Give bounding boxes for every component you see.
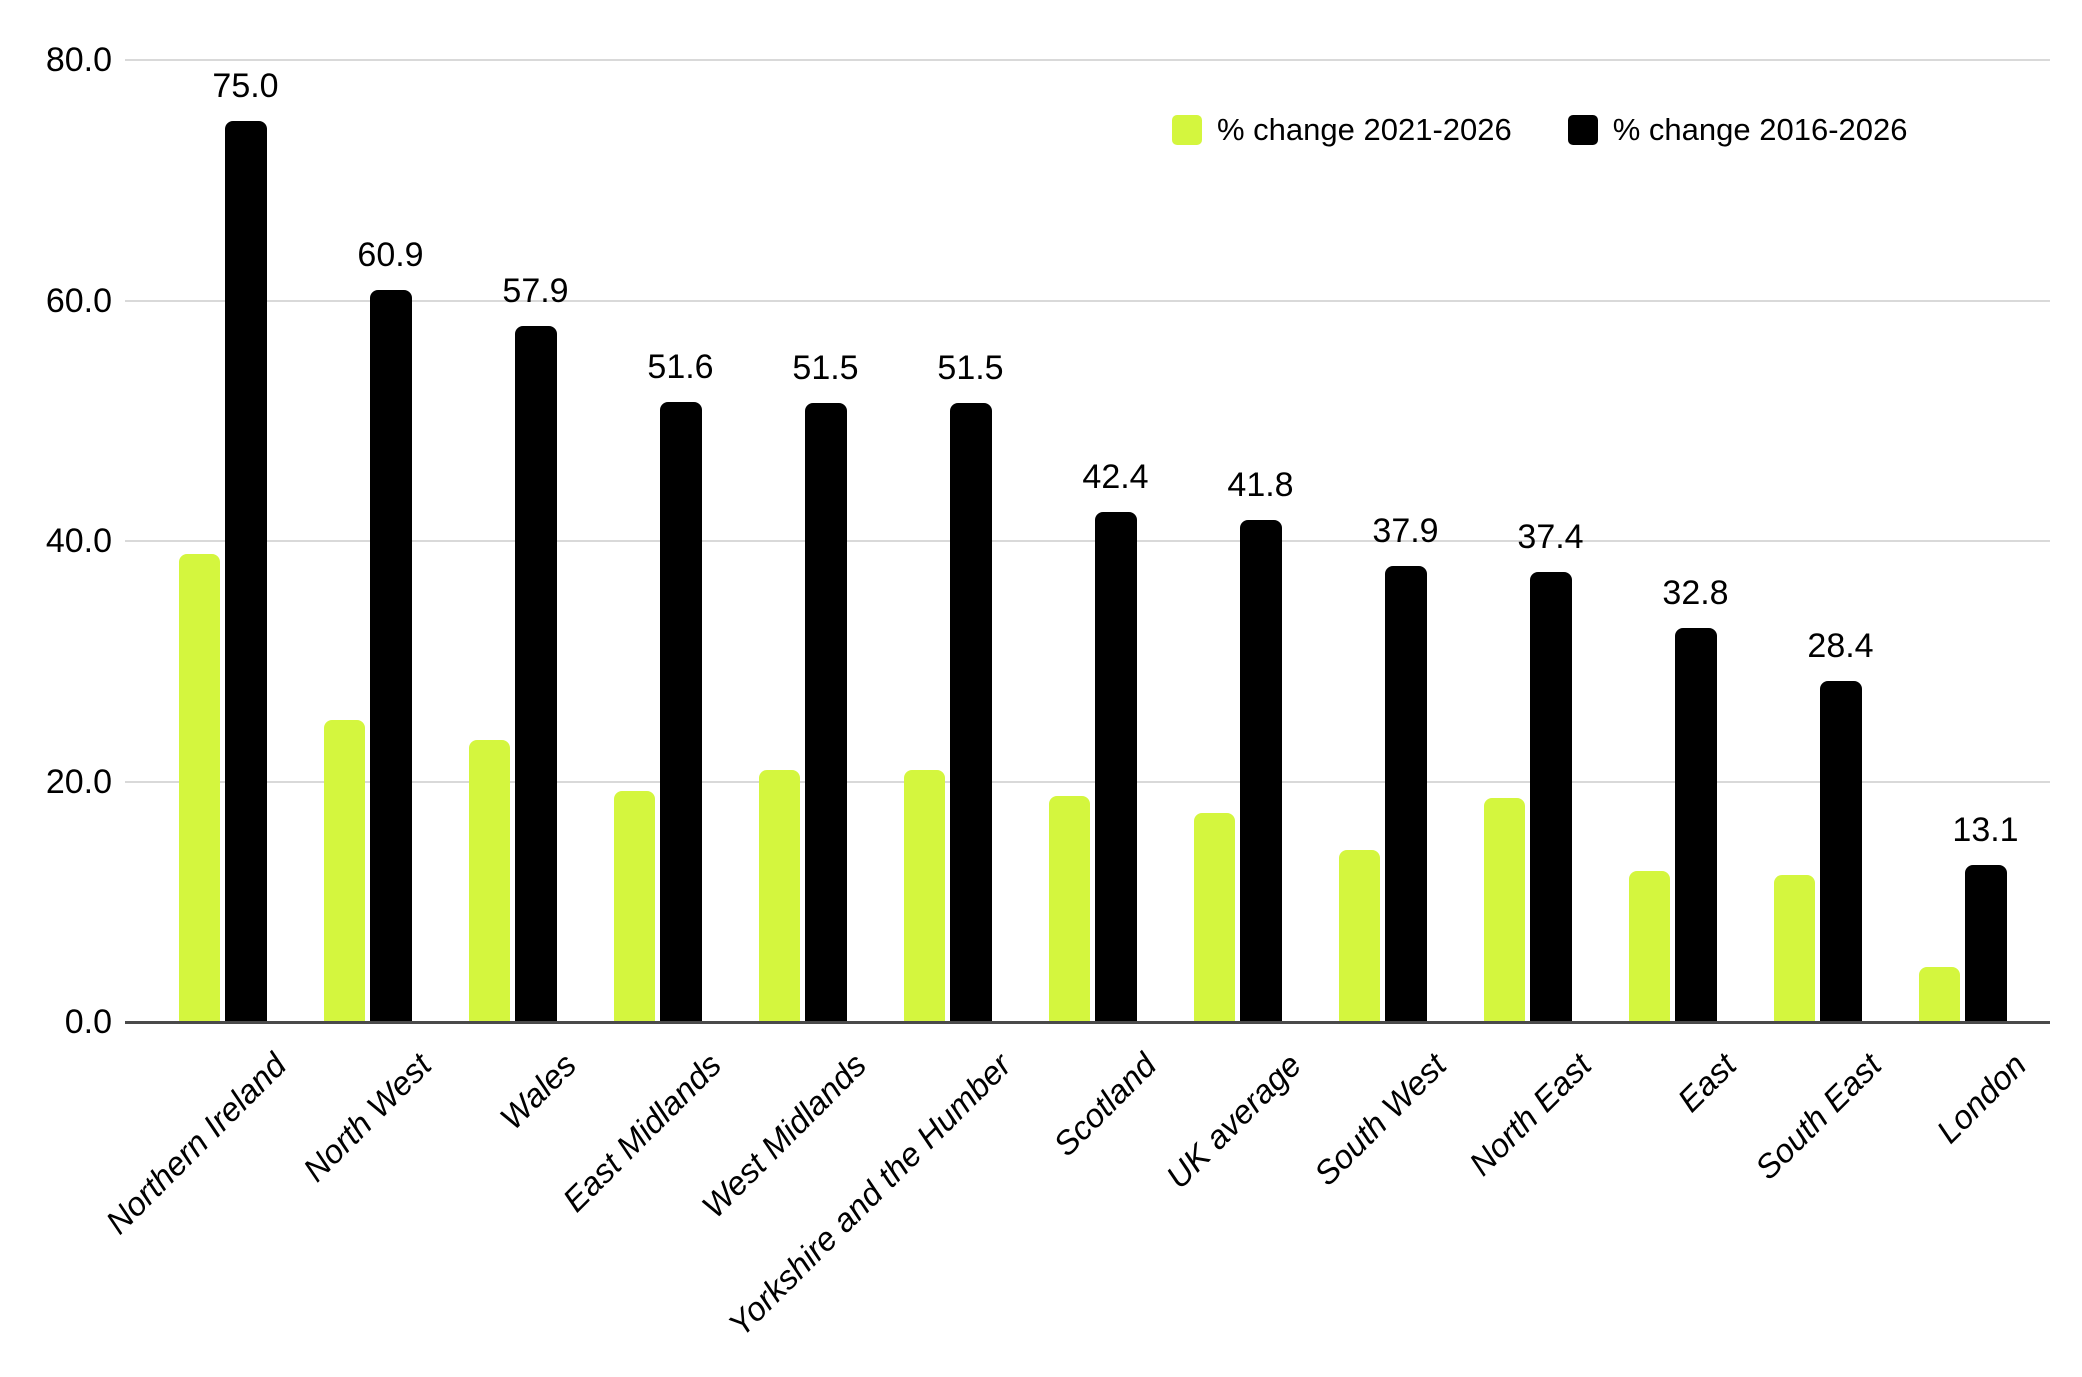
- legend-item-2016-2026: % change 2016-2026: [1567, 112, 1908, 148]
- bar-2016-2026-south-east: [1819, 680, 1862, 1022]
- bar-2016-2026-east: [1674, 627, 1717, 1022]
- x-category-label-yorkshire-and-the-humber: Yorkshire and the Humber: [720, 1046, 1019, 1344]
- bar-2016-2026-east-midlands: [659, 401, 702, 1022]
- legend-swatch-green: [1172, 115, 1202, 145]
- x-category-label-scotland: Scotland: [1046, 1046, 1164, 1163]
- x-category-label-west-midlands: West Midlands: [694, 1046, 874, 1225]
- bar-value-label: 51.6: [647, 347, 714, 386]
- bar-2021-2026-south-west: [1338, 850, 1380, 1022]
- bar-value-label: 13.1: [1952, 810, 2019, 849]
- bar-value-label: 37.4: [1517, 518, 1584, 557]
- bar-2021-2026-south-east: [1773, 875, 1815, 1022]
- bar-2016-2026-north-east: [1529, 572, 1572, 1022]
- bar-2016-2026-wales: [514, 326, 557, 1022]
- gridline: [125, 299, 2050, 302]
- bar-2016-2026-south-west: [1384, 566, 1427, 1022]
- y-tick-label: 0.0: [64, 1003, 112, 1041]
- x-category-label-uk-average: UK average: [1158, 1046, 1309, 1196]
- x-category-label-south-west: South West: [1306, 1046, 1454, 1193]
- y-tick-label: 20.0: [45, 762, 112, 801]
- bar-2016-2026-london: [1964, 864, 2007, 1022]
- bar-2016-2026-west-midlands: [804, 402, 847, 1022]
- y-tick-label: 80.0: [45, 41, 112, 80]
- bar-value-label: 51.5: [792, 348, 859, 387]
- bar-value-label: 75.0: [212, 66, 279, 105]
- bar-2021-2026-uk-average: [1193, 812, 1235, 1022]
- x-category-label-london: London: [1929, 1046, 2034, 1151]
- gridline: [125, 540, 2050, 543]
- bar-value-label: 28.4: [1807, 626, 1874, 665]
- legend-swatch-black: [1567, 115, 1598, 145]
- y-tick-label: 40.0: [45, 522, 112, 561]
- y-tick-label: 60.0: [45, 281, 112, 320]
- x-category-label-east: East: [1670, 1046, 1744, 1119]
- bar-2021-2026-west-midlands: [758, 769, 800, 1022]
- gridline: [125, 59, 2050, 62]
- x-category-label-north-west: North West: [295, 1046, 439, 1189]
- bar-2021-2026-wales: [468, 739, 510, 1022]
- bar-2016-2026-yorkshire-and-the-humber: [949, 402, 992, 1022]
- bar-value-label: 41.8: [1227, 465, 1294, 504]
- bar-2021-2026-london: [1918, 966, 1960, 1022]
- bar-2016-2026-north-west: [369, 289, 412, 1022]
- bar-value-label: 42.4: [1082, 458, 1149, 497]
- legend-label: % change 2016-2026: [1612, 112, 1908, 147]
- gridline: [125, 780, 2050, 783]
- x-category-label-south-east: South East: [1747, 1046, 1889, 1187]
- bar-2021-2026-north-west: [323, 720, 365, 1022]
- x-axis-line: [125, 1021, 2050, 1024]
- bar-2021-2026-northern-ireland: [178, 554, 220, 1022]
- x-category-label-north-east: North East: [1461, 1046, 1599, 1183]
- bar-value-label: 37.9: [1372, 512, 1439, 551]
- bar-2016-2026-northern-ireland: [224, 120, 267, 1022]
- x-category-label-east-midlands: East Midlands: [555, 1046, 729, 1219]
- legend-label: % change 2021-2026: [1217, 112, 1512, 147]
- chart-legend: % change 2021-2026 % change 2016-2026: [1172, 112, 1908, 148]
- bar-2021-2026-east: [1628, 870, 1670, 1022]
- bar-2021-2026-yorkshire-and-the-humber: [903, 769, 945, 1022]
- bar-value-label: 51.5: [937, 348, 1004, 387]
- x-category-label-wales: Wales: [492, 1046, 584, 1137]
- bar-value-label: 60.9: [357, 235, 424, 274]
- bar-2021-2026-scotland: [1048, 796, 1090, 1022]
- bar-2016-2026-uk-average: [1239, 519, 1282, 1022]
- legend-item-2021-2026: % change 2021-2026: [1172, 112, 1512, 148]
- bar-2021-2026-east-midlands: [613, 791, 655, 1022]
- bar-2021-2026-north-east: [1483, 798, 1525, 1022]
- bar-value-label: 32.8: [1662, 573, 1729, 612]
- bar-2016-2026-scotland: [1094, 512, 1137, 1022]
- bar-value-label: 57.9: [502, 272, 569, 311]
